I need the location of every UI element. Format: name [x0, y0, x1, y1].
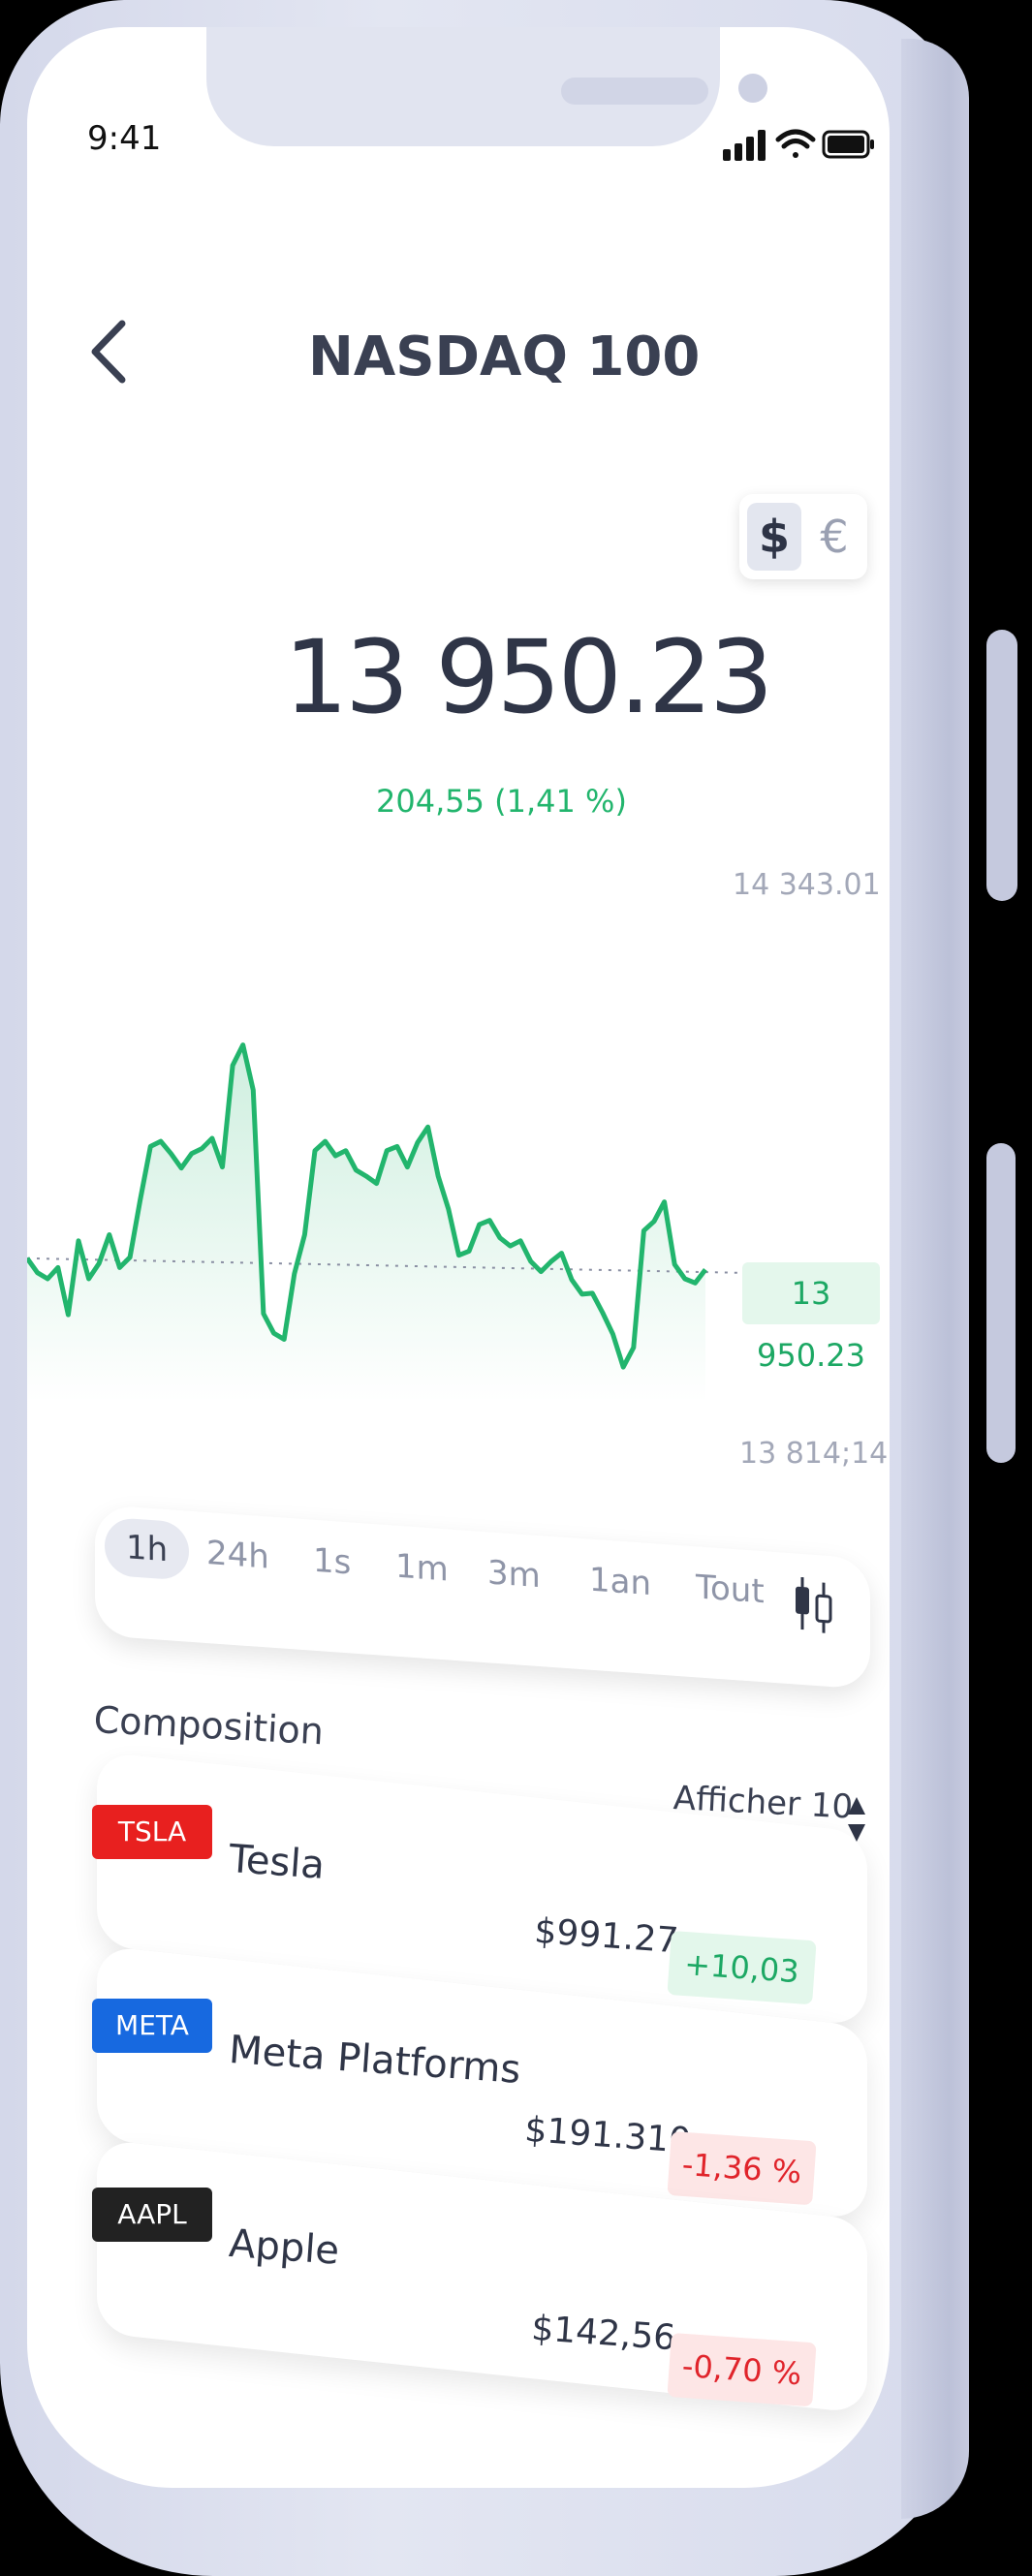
currency-usd-option[interactable]: $ [747, 503, 801, 571]
ticker-badge-meta: META [92, 1999, 212, 2053]
row-change-aapl: -0,70 % [667, 2333, 817, 2407]
sort-arrows-icon[interactable] [846, 1795, 867, 1844]
ticker-badge-aapl: AAPL [92, 2188, 212, 2242]
chart-type-toggle[interactable] [791, 1572, 835, 1637]
chart-series-line [27, 1042, 707, 1370]
chevron-left-icon [91, 320, 126, 384]
composition-title: Composition [92, 1698, 326, 1754]
battery-icon [822, 130, 874, 159]
phone-edge [901, 39, 969, 2519]
row-change-meta: -1,36 % [667, 2131, 817, 2206]
notch [206, 27, 767, 146]
chart-low-label: 13 814;14 [739, 1437, 889, 1471]
row-change-tsla: +10,03 % [667, 1931, 817, 2051]
currency-eur-option[interactable]: € [820, 511, 849, 563]
chart-area [27, 1044, 705, 1403]
price-chart[interactable] [27, 860, 744, 1403]
wifi-icon [775, 129, 816, 158]
range-1an[interactable]: 1an [589, 1560, 652, 1604]
company-name-aapl: Apple [227, 2221, 341, 2274]
range-1h[interactable]: 1h [105, 1516, 190, 1581]
time-range-selector: 1h 24h 1s 1m 3m 1an Tout [95, 1505, 870, 1690]
range-3m[interactable]: 3m [487, 1553, 541, 1597]
range-tout[interactable]: Tout [696, 1567, 765, 1612]
company-name-tsla: Tesla [227, 1837, 327, 1888]
signal-icon [723, 130, 766, 161]
chart-high-label: 14 343.01 [733, 868, 881, 902]
chart-current-label: 13 950.23 [742, 1262, 880, 1374]
page-title: NASDAQ 100 [308, 326, 701, 388]
screen: 9:41 NASDAQ 100 $ € 13 950.23 204,55 (1,… [27, 27, 890, 2488]
ticker-badge-tsla: TSLA [92, 1805, 212, 1859]
camera [738, 74, 767, 103]
currency-toggle[interactable]: $ € [739, 494, 867, 579]
range-1m[interactable]: 1m [395, 1546, 449, 1590]
speaker [561, 78, 708, 105]
range-1s[interactable]: 1s [313, 1540, 352, 1583]
volume-button [986, 630, 1017, 901]
status-icons [723, 129, 874, 161]
price-change: 204,55 (1,41 %) [376, 783, 627, 820]
back-button[interactable] [85, 318, 134, 386]
power-button [986, 1143, 1016, 1463]
status-time: 9:41 [87, 119, 162, 158]
chart-reference-line [27, 1257, 744, 1274]
index-price: 13 950.23 [284, 618, 773, 736]
candlestick-icon [796, 1576, 832, 1633]
range-24h[interactable]: 24h [206, 1534, 269, 1577]
